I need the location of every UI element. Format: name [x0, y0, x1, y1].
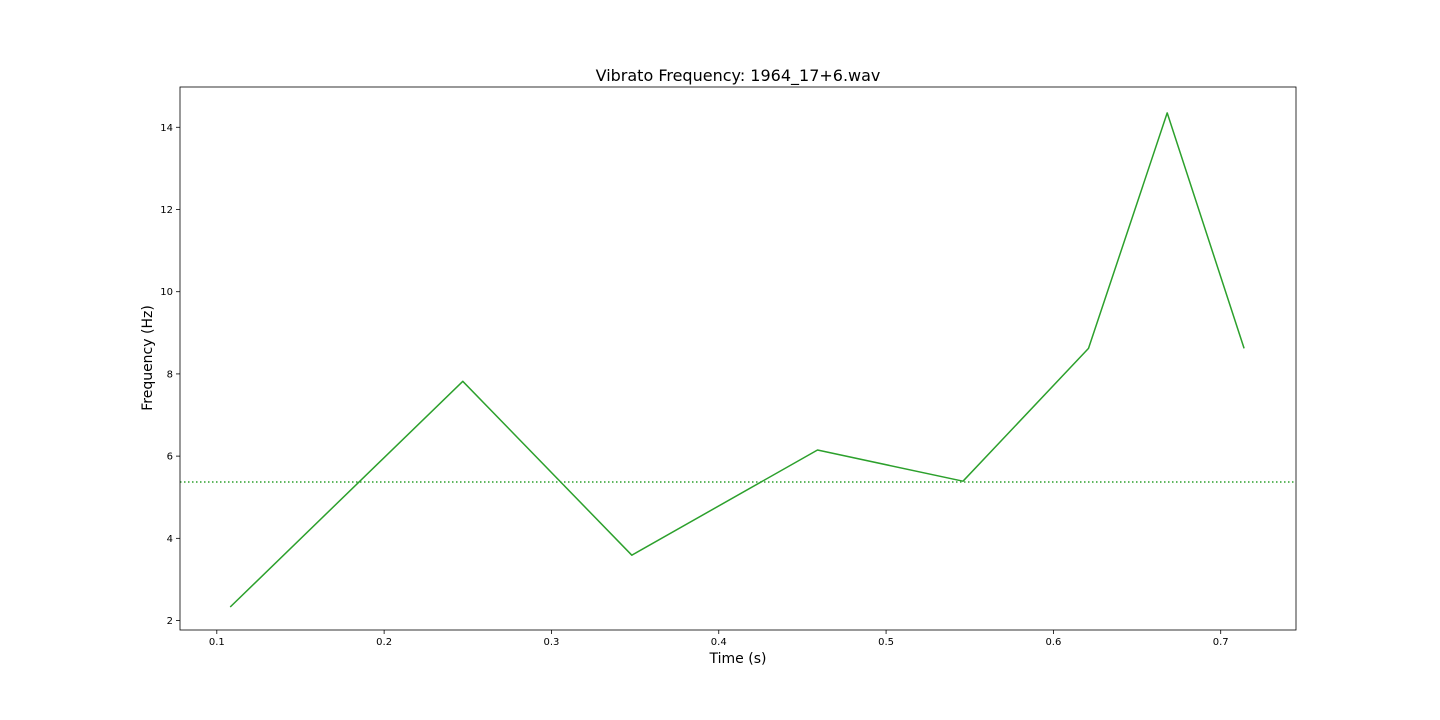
y-tick-label: 14	[160, 123, 173, 134]
x-tick-label: 0.2	[376, 637, 392, 648]
y-tick-label: 2	[167, 616, 173, 627]
x-tick-label: 0.4	[711, 637, 727, 648]
y-axis-label: Frequency (Hz)	[140, 305, 156, 411]
x-tick-label: 0.1	[209, 637, 225, 648]
y-tick-label: 4	[167, 534, 173, 545]
axes-frame	[179, 86, 1297, 631]
x-tick-label: 0.5	[878, 637, 894, 648]
y-tick-label: 10	[160, 287, 173, 298]
chart-title: Vibrato Frequency: 1964_17+6.wav	[596, 66, 881, 86]
x-tick-label: 0.7	[1213, 637, 1229, 648]
plot-area: 0.1 0.2 0.3 0.4 0.5 0.6 0.7 2 4 6 8 10 12 14	[160, 86, 1297, 648]
y-tick-label: 6	[167, 452, 173, 463]
y-tick-label: 8	[167, 369, 173, 380]
y-tick-label: 12	[160, 205, 173, 216]
x-axis-label: Time (s)	[709, 651, 767, 667]
x-tick-label: 0.6	[1045, 637, 1061, 648]
series-line-0	[229, 112, 1245, 608]
x-tick-label: 0.3	[543, 637, 559, 648]
